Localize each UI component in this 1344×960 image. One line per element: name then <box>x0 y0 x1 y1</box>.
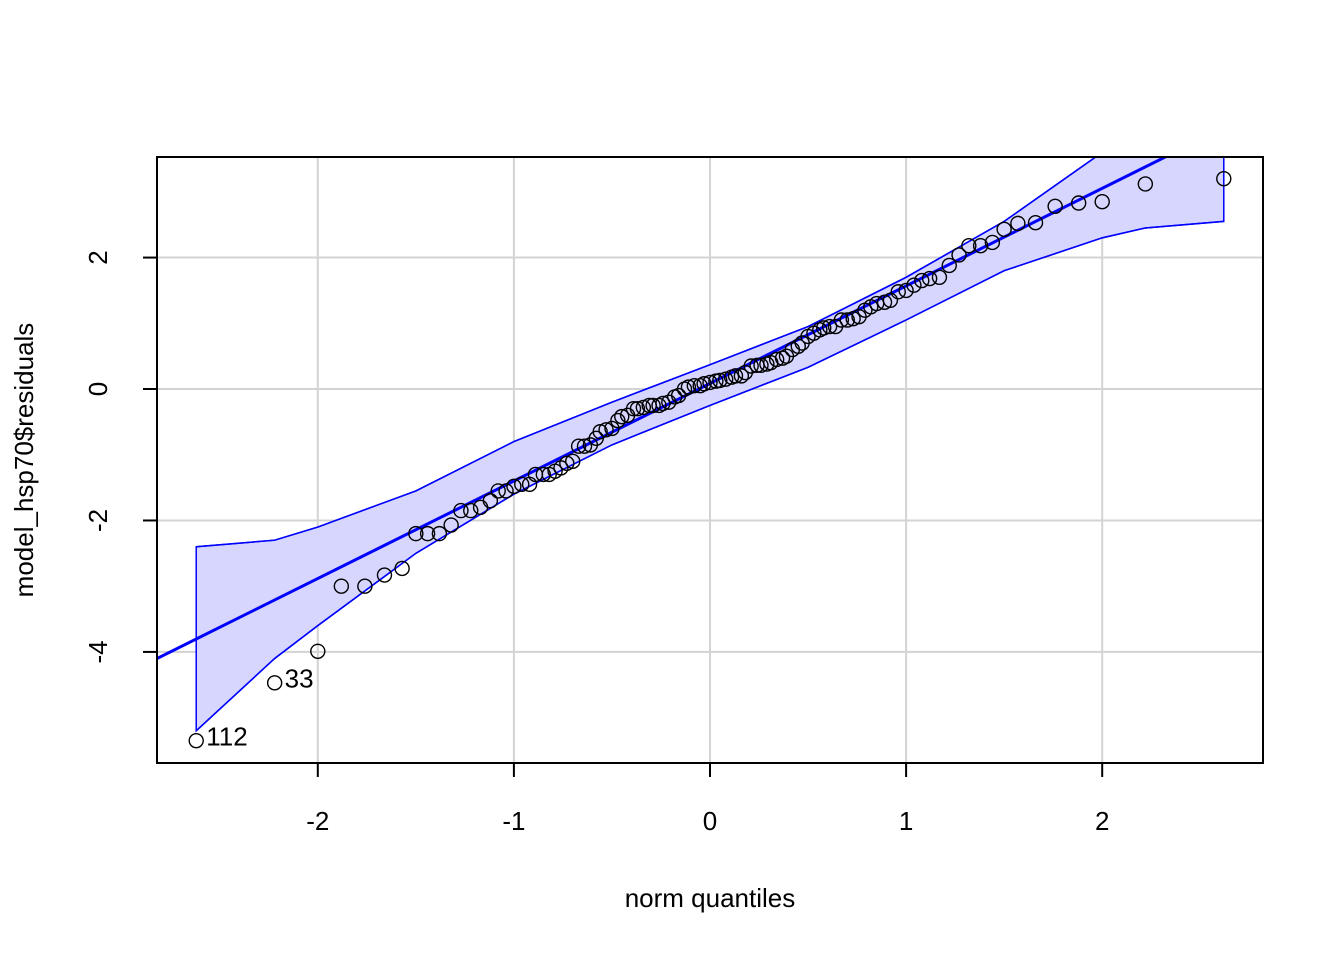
point <box>635 399 652 416</box>
point <box>419 525 436 542</box>
y-tick-label: 2 <box>83 250 113 264</box>
point <box>498 483 514 499</box>
point <box>592 424 608 440</box>
point <box>514 476 530 493</box>
point <box>717 371 734 387</box>
point <box>463 502 479 519</box>
point <box>570 438 587 454</box>
y-tick-label: 0 <box>83 382 113 396</box>
point <box>645 397 661 414</box>
y-tick-label: -4 <box>83 640 113 663</box>
point <box>984 234 1001 251</box>
point <box>876 294 893 310</box>
point <box>1094 193 1110 210</box>
point <box>951 247 967 263</box>
point <box>816 320 832 336</box>
point <box>686 378 703 394</box>
point <box>890 284 906 300</box>
point <box>625 401 642 417</box>
point <box>559 455 575 471</box>
point <box>333 578 350 594</box>
point <box>696 376 712 392</box>
x-tick-label: 1 <box>899 806 913 836</box>
point <box>408 525 424 542</box>
point <box>712 372 728 389</box>
band-upper <box>196 157 1097 548</box>
point <box>576 438 593 454</box>
point <box>506 478 522 494</box>
point <box>1027 215 1044 231</box>
point <box>921 270 938 287</box>
x-tick-label: 2 <box>1095 806 1109 836</box>
plot-area <box>157 157 1263 763</box>
point <box>898 282 914 299</box>
x-tick-label: -1 <box>502 806 525 836</box>
point <box>882 292 899 308</box>
point <box>743 358 759 374</box>
point <box>357 578 373 594</box>
reference-line <box>157 157 1169 660</box>
point <box>604 420 620 437</box>
point <box>680 379 697 395</box>
point <box>996 221 1012 237</box>
point <box>598 422 614 438</box>
y-tick-label: -2 <box>83 509 113 532</box>
point <box>266 675 283 691</box>
point <box>482 493 499 509</box>
point <box>702 374 718 391</box>
point <box>1010 215 1026 232</box>
point <box>535 466 552 483</box>
point <box>972 238 989 254</box>
point <box>614 408 630 425</box>
point <box>941 257 957 274</box>
point <box>431 525 448 542</box>
point <box>610 412 626 429</box>
point <box>443 517 459 533</box>
point <box>839 312 855 328</box>
point <box>833 312 850 328</box>
point <box>914 272 930 289</box>
point <box>629 401 646 417</box>
x-axis-label: norm quantiles <box>625 883 796 913</box>
point <box>655 395 671 412</box>
point <box>753 357 769 374</box>
point <box>490 483 506 499</box>
point <box>1047 198 1063 214</box>
point-label: 112 <box>206 722 247 752</box>
point <box>1070 195 1087 211</box>
point <box>821 318 838 335</box>
point-label: 33 <box>285 664 314 694</box>
point <box>453 502 469 519</box>
point <box>931 269 948 285</box>
point <box>394 560 410 577</box>
point <box>310 643 326 659</box>
band-lower <box>195 220 1224 732</box>
point <box>1137 176 1154 192</box>
x-tick-label: -2 <box>306 806 329 836</box>
point <box>790 338 806 354</box>
point <box>727 368 744 384</box>
point <box>768 351 785 368</box>
point <box>906 277 922 293</box>
point <box>1216 170 1232 187</box>
point <box>188 732 204 749</box>
point <box>565 453 581 470</box>
point <box>376 567 393 583</box>
x-tick-label: 0 <box>703 806 717 836</box>
y-axis-label: model_hsp70$residuals <box>9 323 39 598</box>
point <box>961 238 977 254</box>
point <box>845 310 861 327</box>
point <box>733 368 750 384</box>
